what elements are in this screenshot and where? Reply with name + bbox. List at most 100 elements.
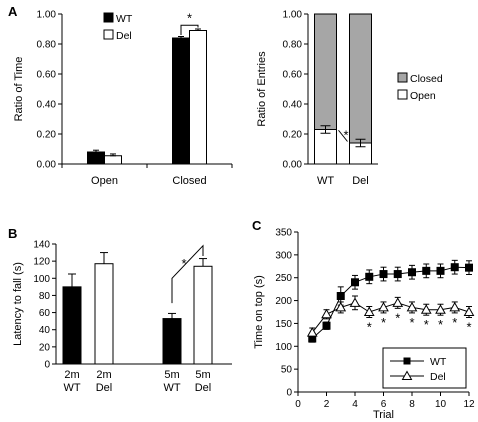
a2-legend-swatch-open	[397, 89, 408, 100]
c-significance-star: *	[381, 315, 386, 330]
panel-label-c: C	[252, 218, 262, 233]
b-x-tick-label: Del	[195, 382, 212, 394]
b-y-tick-label: 40	[39, 325, 51, 336]
a1-significance-bracket	[180, 24, 199, 35]
c-legend-label-del: Del	[430, 371, 446, 383]
a2-significance-line	[338, 129, 348, 142]
a1-x-tick-label: Open	[91, 175, 118, 187]
b-bar-2	[94, 263, 114, 365]
b-x-tick-label: 5m	[195, 369, 210, 381]
a1-legend-label-wt: WT	[116, 13, 133, 25]
c-significance-star: *	[367, 319, 372, 334]
c-y-tick-label: 50	[281, 365, 293, 376]
a2-x-tick-label: Del	[352, 175, 369, 187]
c-marker-del	[321, 308, 332, 319]
c-marker-wt	[422, 266, 431, 275]
c-y-tick-label: 200	[275, 296, 292, 307]
a1-y-tick-label: 0.20	[37, 130, 57, 141]
c-x-tick-label: 6	[381, 399, 387, 410]
b-x-tick-label: WT	[63, 382, 80, 394]
a1-bar-del	[104, 155, 122, 165]
a1-y-tick-label: 0.40	[37, 100, 57, 111]
c-legend-label-wt: WT	[430, 356, 447, 368]
a1-significance-star: *	[187, 10, 192, 25]
c-y-tick-label: 350	[275, 228, 292, 239]
c-marker-del	[335, 301, 347, 312]
a1-bar-del	[189, 30, 207, 165]
c-marker-wt	[436, 266, 445, 275]
a2-y-tick-label: 0.60	[283, 70, 303, 81]
c-marker-del	[406, 301, 418, 312]
c-marker-wt	[351, 278, 359, 287]
c-marker-wt	[393, 270, 402, 279]
a1-y-tick-label: 0.80	[37, 40, 57, 51]
a2-x-tick-label: WT	[317, 175, 334, 187]
a2-significance-star: *	[343, 127, 348, 142]
c-legend-box	[382, 347, 467, 389]
a2-legend-swatch-closed	[397, 72, 408, 83]
c-marker-del	[349, 297, 361, 307]
b-x-tick-label: Del	[96, 382, 113, 394]
c-x-axis-label: Trial	[373, 409, 394, 421]
a2-bar-closed	[314, 13, 337, 130]
b-y-tick-label: 100	[33, 274, 50, 285]
b-y-axis-label: Latency to fall (s)	[12, 262, 24, 346]
c-marker-wt	[336, 292, 345, 300]
c-marker-del	[435, 304, 446, 314]
panel-label-b: B	[8, 226, 17, 241]
c-marker-del	[420, 304, 432, 314]
c-marker-wt	[322, 321, 331, 330]
a2-legend-label-closed: Closed	[410, 73, 443, 85]
b-bar-4	[193, 265, 213, 365]
c-y-tick-label: 150	[275, 319, 292, 330]
a1-legend-label-del: Del	[116, 30, 132, 42]
a2-y-tick-label: 0.40	[283, 100, 303, 111]
c-x-tick-label: 10	[435, 399, 447, 410]
a2-legend-label-open: Open	[410, 90, 436, 102]
c-x-tick-label: 12	[463, 399, 475, 410]
b-significance-bracket	[171, 244, 204, 304]
c-x-tick-label: 8	[409, 399, 415, 410]
a2-y-axis-label: Ratio of Entries	[256, 51, 268, 127]
a1-bar-wt	[87, 151, 105, 165]
c-marker-wt	[379, 270, 388, 279]
c-marker-del	[392, 297, 404, 307]
c-marker-wt	[450, 263, 459, 272]
a1-y-tick-label: 1.00	[37, 10, 57, 21]
a2-y-tick-label: 0.80	[283, 40, 303, 51]
c-x-tick-label: 4	[352, 399, 358, 410]
a1-legend-swatch-wt	[103, 12, 114, 23]
a1-bar-wt	[172, 37, 190, 165]
a2-y-tick-label: 0.20	[283, 130, 303, 141]
a1-y-axis-label: Ratio of Time	[13, 57, 25, 122]
c-marker-wt	[365, 272, 374, 281]
b-bar-1	[62, 286, 82, 365]
c-marker-del	[449, 301, 461, 312]
c-significance-star: *	[452, 315, 457, 330]
b-x-tick-label: 2m	[64, 369, 79, 381]
c-y-tick-label: 250	[275, 273, 292, 284]
c-marker-del	[306, 327, 318, 337]
b-y-tick-label: 80	[39, 291, 51, 302]
a1-y-tick-label: 0.00	[37, 160, 57, 171]
c-x-tick-label: 2	[324, 399, 330, 410]
c-y-tick-label: 100	[275, 342, 292, 353]
a1-x-tick-label: Closed	[172, 175, 206, 187]
c-y-axis-label: Time on top (s)	[253, 275, 265, 349]
c-legend-marker-del	[401, 370, 413, 380]
a2-y-tick-label: 1.00	[283, 10, 303, 21]
a1-y-tick-label: 0.60	[37, 70, 57, 81]
c-x-tick-label: 0	[295, 399, 301, 410]
b-x-tick-label: 2m	[96, 369, 111, 381]
a1-legend-swatch-del	[103, 29, 114, 40]
c-y-tick-label: 0	[286, 388, 292, 399]
b-significance-star: *	[181, 256, 186, 271]
b-x-tick-label: 5m	[164, 369, 179, 381]
b-x-tick-label: WT	[163, 382, 180, 394]
c-marker-wt	[465, 263, 473, 272]
b-bar-3	[162, 318, 182, 365]
panel-label-a: A	[8, 4, 18, 19]
b-y-tick-label: 20	[39, 342, 51, 353]
a2-bar-closed	[349, 13, 372, 144]
c-line-wt	[311, 266, 470, 339]
